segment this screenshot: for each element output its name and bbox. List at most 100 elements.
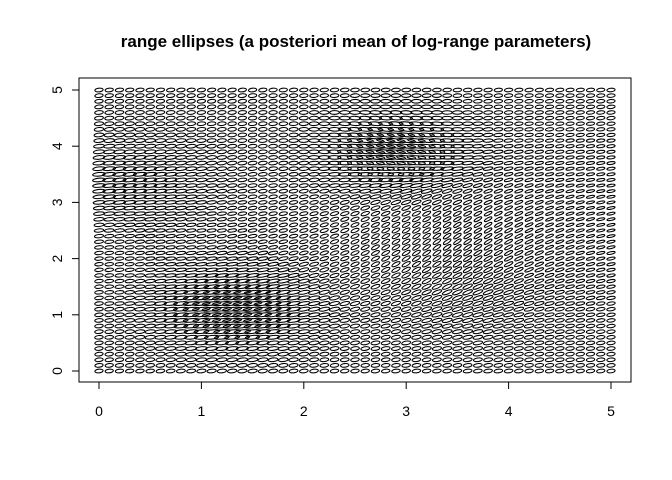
range-ellipse (575, 115, 585, 121)
range-ellipse (135, 98, 145, 104)
range-ellipse (565, 155, 575, 160)
range-ellipse (267, 256, 279, 261)
range-ellipse (387, 126, 405, 132)
range-ellipse (257, 357, 269, 363)
range-ellipse (463, 221, 472, 228)
range-ellipse (483, 104, 493, 110)
range-ellipse (565, 161, 575, 166)
range-ellipse (124, 346, 135, 351)
range-ellipse (575, 138, 585, 143)
range-ellipse (288, 183, 299, 188)
range-ellipse (93, 126, 105, 132)
range-ellipse (493, 238, 503, 245)
range-ellipse (534, 363, 545, 368)
range-ellipse (257, 239, 268, 244)
range-ellipse (555, 228, 565, 233)
range-ellipse (534, 329, 545, 335)
range-ellipse (606, 211, 616, 216)
range-ellipse (359, 194, 371, 200)
range-ellipse (442, 346, 453, 351)
range-ellipse (544, 312, 555, 318)
range-ellipse (350, 278, 360, 284)
range-ellipse (585, 132, 596, 138)
range-ellipse (523, 306, 535, 312)
range-ellipse (565, 368, 575, 374)
range-ellipse (503, 93, 514, 98)
range-ellipse (379, 110, 392, 115)
range-ellipse (175, 205, 187, 211)
range-ellipse (534, 183, 544, 188)
range-ellipse (514, 368, 524, 374)
range-ellipse (400, 312, 412, 318)
range-ellipse (450, 144, 465, 149)
range-ellipse (375, 160, 396, 166)
range-ellipse (124, 290, 135, 295)
range-ellipse (329, 329, 340, 335)
range-ellipse (288, 126, 299, 132)
range-ellipse (247, 166, 258, 171)
range-ellipse (472, 357, 483, 363)
range-ellipse (114, 110, 125, 115)
range-ellipse (104, 301, 115, 306)
range-ellipse (104, 262, 115, 267)
range-ellipse (339, 351, 350, 357)
range-ellipse (606, 228, 616, 233)
range-ellipse (451, 294, 463, 301)
range-ellipse (227, 188, 238, 194)
range-ellipse (340, 368, 350, 374)
range-ellipse (534, 144, 544, 149)
range-ellipse (243, 317, 263, 323)
range-ellipse (555, 115, 565, 121)
range-ellipse (565, 200, 575, 205)
range-ellipse (338, 183, 351, 188)
range-ellipse (504, 233, 513, 239)
range-ellipse (585, 206, 596, 211)
range-ellipse (165, 357, 176, 363)
range-ellipse (606, 363, 616, 368)
range-ellipse (298, 143, 310, 149)
range-ellipse (523, 295, 535, 301)
range-ellipse (390, 87, 401, 93)
range-ellipse (596, 357, 606, 363)
range-ellipse (452, 260, 463, 268)
range-ellipse (114, 239, 125, 244)
range-ellipse (442, 249, 452, 257)
range-ellipse (544, 295, 555, 301)
range-ellipse (376, 132, 395, 138)
range-ellipse (524, 177, 534, 183)
range-ellipse (232, 317, 253, 323)
range-ellipse (524, 340, 535, 346)
range-ellipse (400, 323, 412, 329)
range-ellipse (144, 211, 157, 216)
range-ellipse (278, 239, 289, 245)
range-ellipse (123, 217, 136, 222)
range-ellipse (473, 232, 483, 240)
range-ellipse (185, 200, 197, 205)
range-ellipse (276, 278, 290, 284)
range-ellipse (328, 306, 341, 312)
range-ellipse (482, 346, 494, 351)
range-ellipse (596, 295, 606, 301)
range-ellipse (234, 334, 251, 340)
range-ellipse (337, 155, 353, 160)
range-ellipse (585, 104, 596, 110)
range-ellipse (565, 357, 575, 363)
range-ellipse (309, 239, 319, 245)
range-ellipse (565, 261, 575, 267)
range-ellipse (412, 244, 421, 251)
range-ellipse (380, 334, 391, 340)
range-ellipse (411, 357, 422, 363)
range-ellipse (144, 329, 156, 335)
range-ellipse (196, 132, 207, 138)
range-ellipse (278, 104, 289, 110)
range-ellipse (585, 194, 596, 199)
range-ellipse (134, 262, 146, 267)
range-ellipse (360, 205, 371, 211)
range-ellipse (473, 238, 483, 245)
range-ellipse (329, 312, 341, 318)
range-ellipse (278, 362, 289, 368)
range-ellipse (114, 267, 125, 273)
range-ellipse (596, 239, 606, 244)
range-ellipse (288, 244, 299, 250)
range-ellipse (431, 110, 443, 115)
